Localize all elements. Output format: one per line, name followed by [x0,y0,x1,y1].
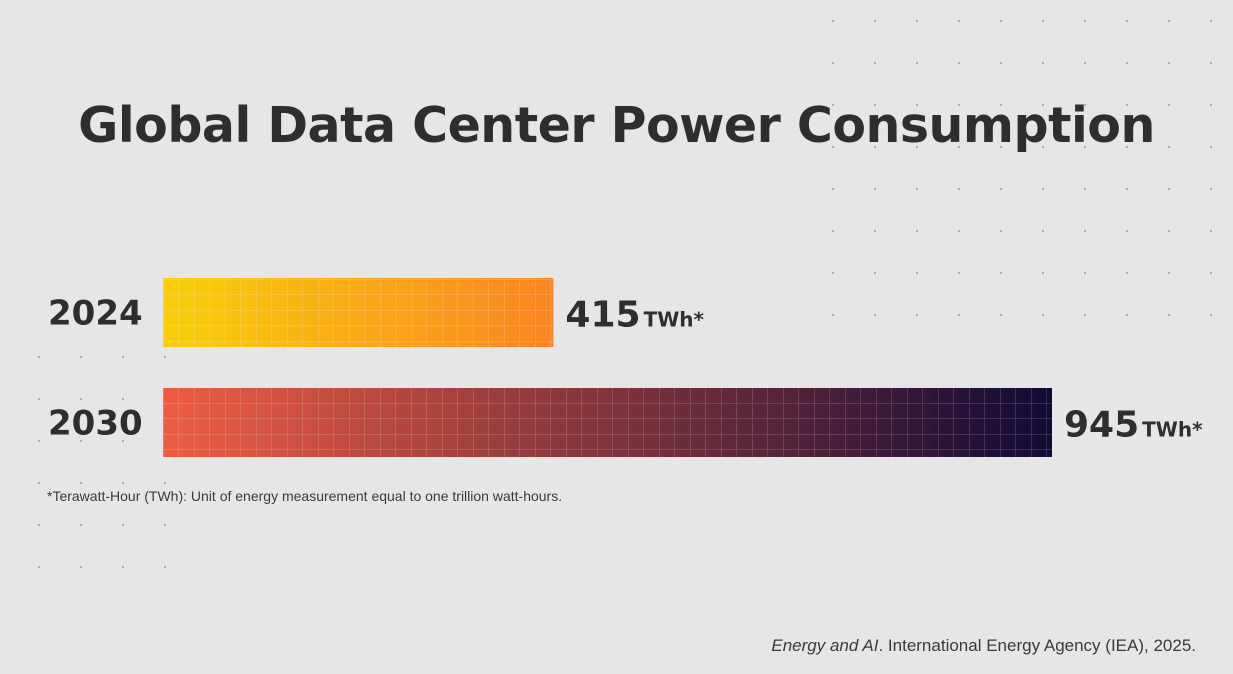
dot-pattern-decoration [18,336,193,596]
bar-grid-overlay [163,278,554,347]
category-label: 2030 [48,404,143,444]
dot-pattern-decoration [812,0,1233,345]
source-details: . International Energy Agency (IEA), 202… [878,636,1196,655]
bar-grid-overlay [163,388,1052,457]
value-label: 945 TWh* [1064,405,1203,446]
footnote: *Terawatt-Hour (TWh): Unit of energy mea… [47,488,563,504]
value-label: 415 TWh* [565,295,704,336]
source-citation: Energy and AI. International Energy Agen… [771,636,1196,656]
category-label: 2024 [48,294,143,334]
chart-title: Global Data Center Power Consumption [78,97,1155,154]
source-title: Energy and AI [771,636,879,655]
